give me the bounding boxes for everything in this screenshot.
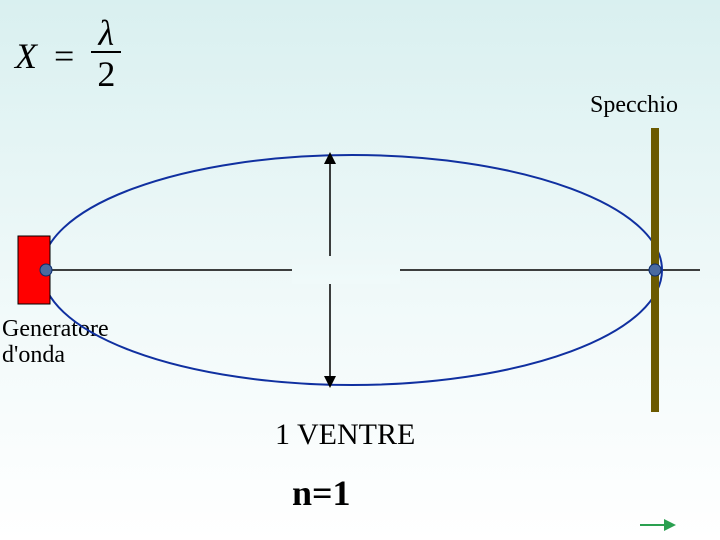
standing-wave-diagram — [0, 0, 720, 540]
next-slide-arrow-icon — [640, 519, 676, 531]
node-left-dot — [40, 264, 52, 276]
node-right-dot — [649, 264, 661, 276]
ventre-text-bg — [292, 256, 400, 284]
